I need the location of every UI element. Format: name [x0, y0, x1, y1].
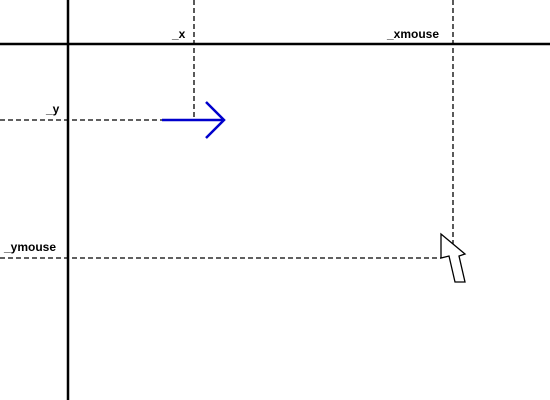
- mouse-pointer-icon: [440, 232, 467, 283]
- label-xmouse: _xmouse: [386, 27, 439, 41]
- label-y: _y: [45, 102, 60, 116]
- label-ymouse: _ymouse: [3, 240, 56, 254]
- label-x: _x: [171, 27, 186, 41]
- right-arrow-icon: [162, 101, 226, 139]
